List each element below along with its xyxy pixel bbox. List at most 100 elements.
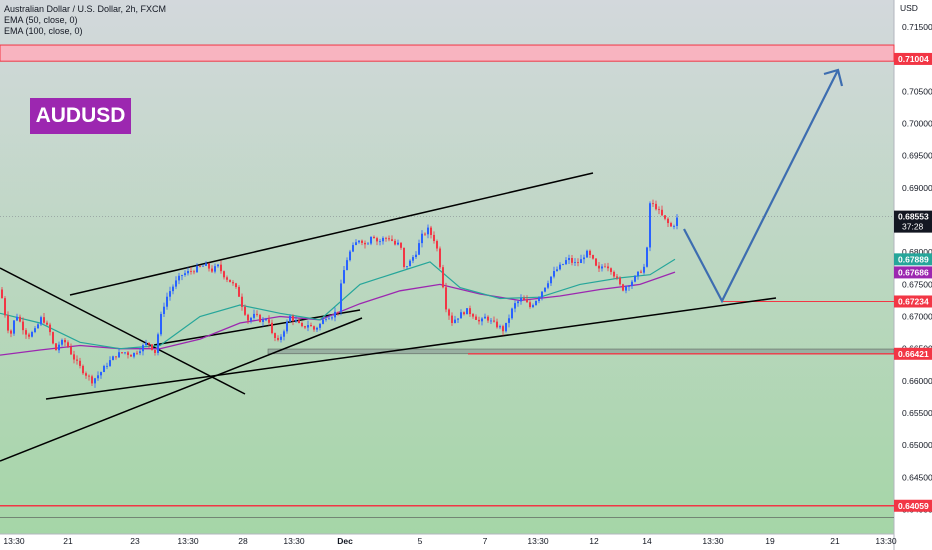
x-tick-label: 13:30 bbox=[527, 536, 549, 546]
price-label-bg bbox=[894, 499, 932, 512]
candle bbox=[559, 264, 561, 270]
legend-symbol[interactable]: Australian Dollar / U.S. Dollar, 2h, FXC… bbox=[4, 4, 167, 14]
trend-line bbox=[0, 267, 246, 395]
y-tick-label: 0.69000 bbox=[902, 183, 932, 193]
candle bbox=[91, 376, 93, 384]
candle bbox=[418, 243, 420, 255]
candle bbox=[238, 287, 240, 297]
candle bbox=[70, 346, 72, 355]
price-label: 0.66421 bbox=[898, 349, 929, 359]
x-tick-label: 12 bbox=[589, 536, 599, 546]
candle bbox=[13, 320, 15, 334]
candle bbox=[196, 266, 198, 273]
candle bbox=[658, 209, 660, 211]
candle bbox=[229, 279, 231, 283]
candle bbox=[358, 240, 360, 243]
candle bbox=[103, 365, 105, 373]
candle bbox=[85, 373, 87, 376]
trend-line bbox=[45, 297, 777, 400]
candle bbox=[226, 277, 228, 280]
candle bbox=[58, 344, 60, 351]
candle bbox=[409, 260, 411, 267]
price-label: 0.64059 bbox=[898, 501, 929, 511]
x-tick-label: Dec bbox=[337, 536, 353, 546]
candle bbox=[499, 326, 501, 328]
candle bbox=[22, 321, 24, 331]
candle bbox=[109, 360, 111, 366]
candle bbox=[421, 233, 423, 244]
candle bbox=[484, 316, 486, 319]
candle bbox=[10, 330, 12, 334]
candle bbox=[622, 284, 624, 291]
candle bbox=[502, 326, 504, 332]
candle bbox=[646, 247, 648, 267]
candle bbox=[28, 334, 30, 337]
candle bbox=[673, 225, 675, 227]
candle bbox=[667, 218, 669, 224]
candle bbox=[514, 303, 516, 309]
candle bbox=[613, 271, 615, 277]
candle bbox=[661, 209, 663, 216]
candle bbox=[124, 352, 126, 354]
candle bbox=[586, 250, 588, 258]
candle bbox=[325, 319, 327, 320]
candle bbox=[148, 342, 150, 345]
candle bbox=[337, 311, 339, 313]
candle bbox=[139, 351, 141, 354]
y-tick-label: 0.65000 bbox=[902, 440, 932, 450]
candle bbox=[400, 242, 402, 248]
candle bbox=[136, 352, 138, 354]
price-label: 0.71004 bbox=[898, 54, 929, 64]
candle bbox=[454, 319, 456, 324]
candle bbox=[460, 312, 462, 319]
candle bbox=[73, 354, 75, 360]
y-tick-label: 0.66000 bbox=[902, 376, 932, 386]
candle bbox=[244, 306, 246, 315]
candle bbox=[31, 332, 33, 337]
candle bbox=[115, 356, 117, 358]
candle bbox=[394, 240, 396, 245]
candle bbox=[34, 328, 36, 333]
candle bbox=[133, 352, 135, 357]
candle bbox=[457, 318, 459, 320]
candle bbox=[619, 277, 621, 285]
candle bbox=[352, 245, 354, 252]
candle bbox=[274, 333, 276, 338]
candle bbox=[259, 314, 261, 322]
legend-ema100[interactable]: EMA (100, close, 0) bbox=[4, 26, 83, 36]
price-label-bg bbox=[894, 266, 932, 279]
candle bbox=[319, 323, 321, 328]
candle bbox=[55, 343, 57, 351]
candle bbox=[205, 263, 207, 266]
candle bbox=[220, 264, 222, 272]
candle bbox=[289, 315, 291, 322]
candle bbox=[364, 242, 366, 245]
candle bbox=[544, 287, 546, 292]
candle bbox=[190, 271, 192, 272]
candle bbox=[277, 337, 279, 340]
legend-ema50[interactable]: EMA (50, close, 0) bbox=[4, 15, 78, 25]
candle bbox=[640, 271, 642, 273]
candle bbox=[349, 251, 351, 261]
candle bbox=[463, 312, 465, 315]
candle bbox=[472, 314, 474, 317]
candle bbox=[664, 215, 666, 219]
candle bbox=[118, 352, 120, 358]
x-tick-label: 13:30 bbox=[3, 536, 25, 546]
candle bbox=[523, 298, 525, 300]
candle bbox=[631, 281, 633, 287]
candle bbox=[127, 352, 129, 355]
candle bbox=[412, 257, 414, 261]
candle bbox=[643, 266, 645, 273]
candle bbox=[283, 331, 285, 337]
candle bbox=[595, 258, 597, 266]
candle bbox=[112, 356, 114, 361]
candle bbox=[448, 309, 450, 316]
candle bbox=[298, 320, 300, 324]
candle bbox=[577, 262, 579, 264]
candle bbox=[361, 240, 363, 243]
candle bbox=[520, 298, 522, 302]
candle bbox=[589, 250, 591, 256]
candle bbox=[604, 266, 606, 268]
